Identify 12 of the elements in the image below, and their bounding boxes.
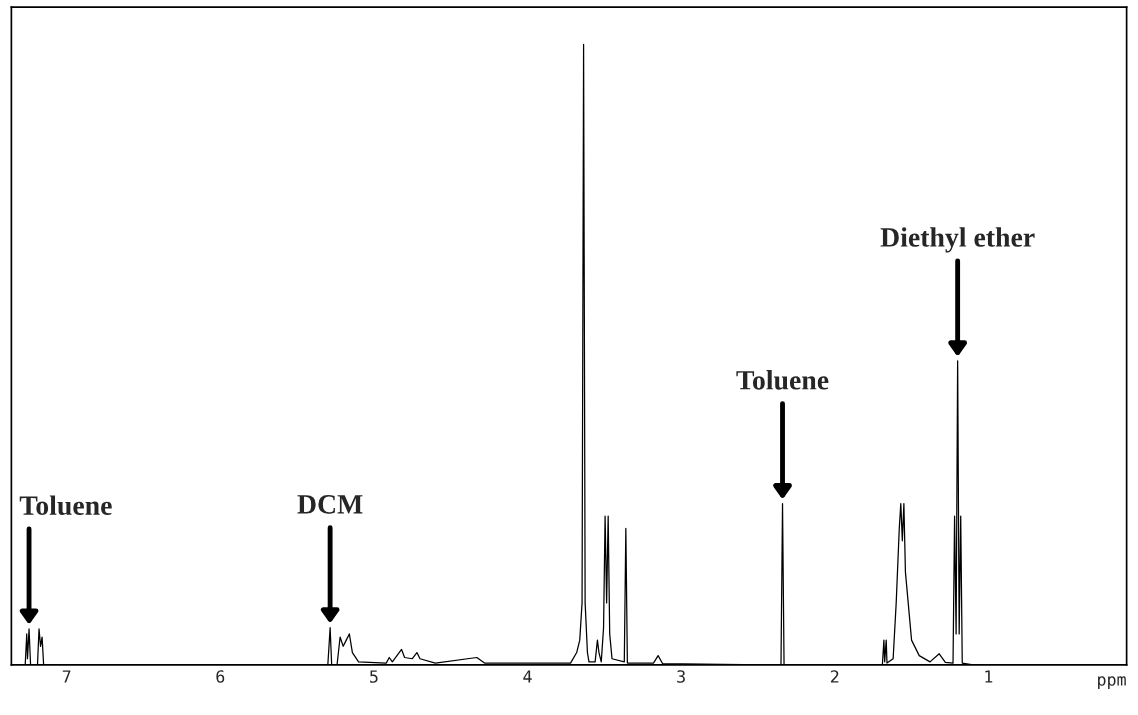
x-tick-label: 4 — [523, 670, 532, 683]
x-tick-label: 5 — [370, 670, 378, 683]
x-axis-title: ppm — [1098, 676, 1126, 690]
x-tick-label: 3 — [677, 670, 685, 683]
annotation: Diethyl ether — [880, 227, 1035, 253]
annotation: Toluene — [19, 495, 112, 516]
x-tick-label: 1 — [985, 670, 993, 683]
annotation: DCM — [297, 495, 363, 514]
x-tick-label: 2 — [830, 670, 839, 683]
annotation: Toluene — [736, 370, 829, 390]
x-tick-label: 7 — [62, 670, 71, 683]
x-tick-label: 6 — [216, 670, 225, 683]
